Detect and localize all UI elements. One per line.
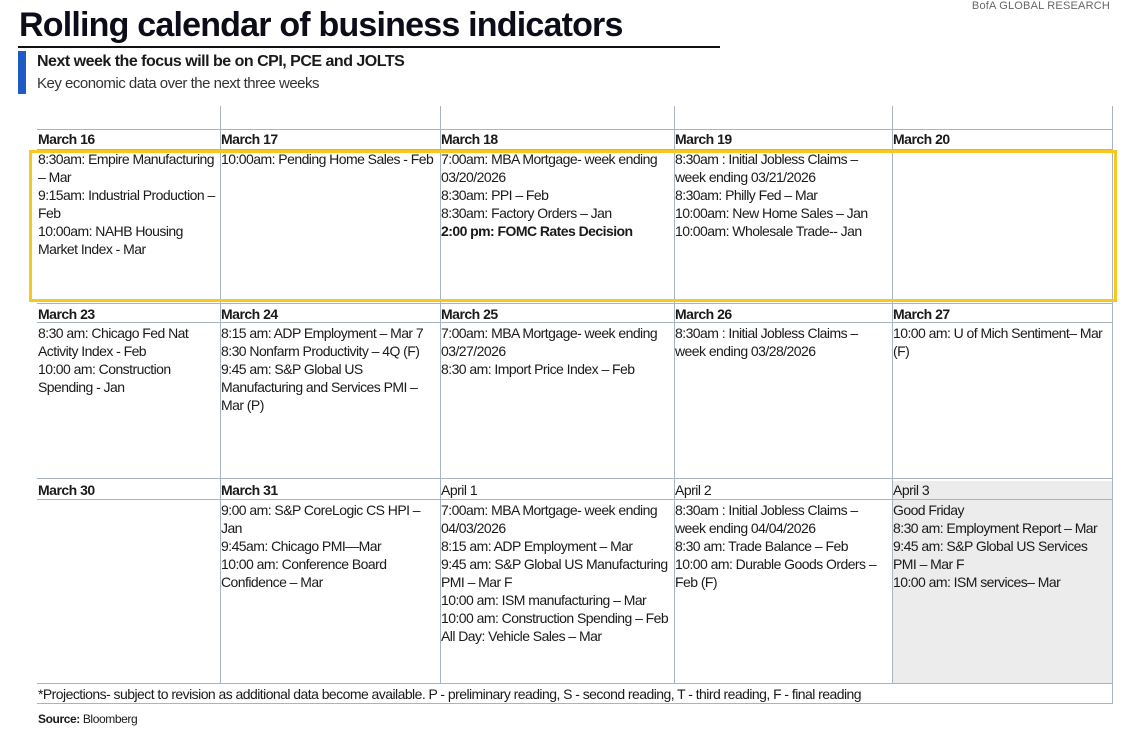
calendar-event: 8:30 am: Chicago Fed Nat Activity Index … xyxy=(38,325,189,359)
calendar-event: Good Friday xyxy=(893,502,965,518)
day-cell: 7:00am: MBA Mortgage- week ending 04/03/… xyxy=(441,501,673,645)
subtitle: Next week the focus will be on CPI, PCE … xyxy=(37,53,405,70)
calendar-event: 9:45 am: S&P Global US Manufacturing and… xyxy=(221,361,418,413)
calendar-event: 9:15am: Industrial Production – Feb xyxy=(38,187,215,221)
calendar-event: 10:00am: New Home Sales – Jan xyxy=(675,205,868,221)
day-label: March 25 xyxy=(441,306,498,322)
grid-line-vertical xyxy=(1112,106,1113,683)
grid-line-vertical xyxy=(220,106,221,683)
day-label: March 27 xyxy=(893,306,950,322)
calendar-event: 9:45 am: S&P Global US Manufacturing PMI… xyxy=(441,556,668,590)
description: Key economic data over the next three we… xyxy=(37,75,320,92)
calendar-event: 8:30 am: Employment Report – Mar xyxy=(893,520,1098,536)
calendar-event: 7:00am: MBA Mortgage- week ending 03/20/… xyxy=(441,151,658,185)
accent-bar xyxy=(18,51,26,94)
calendar-event: 8:30am: Philly Fed – Mar xyxy=(675,187,818,203)
highlighted-event: 2:00 pm: FOMC Rates Decision xyxy=(441,223,633,239)
calendar-event: 10:00am: NAHB Housing Market Index - Mar xyxy=(38,223,183,257)
day-cell: 8:30am : Initial Jobless Claims – week e… xyxy=(675,150,891,240)
day-cell: 7:00am: MBA Mortgage- week ending 03/20/… xyxy=(441,150,673,240)
grid-line-horizontal xyxy=(37,499,1113,500)
calendar-event: 8:30am: PPI – Feb xyxy=(441,187,549,203)
calendar-event: 8:30am: Empire Manufacturing – Mar xyxy=(38,151,215,185)
calendar-event: 8:30am : Initial Jobless Claims – week e… xyxy=(675,502,858,536)
calendar-event: 8:30am : Initial Jobless Claims – week e… xyxy=(675,151,858,185)
footnote: *Projections- subject to revision as add… xyxy=(38,686,862,702)
grid-line-vertical xyxy=(674,106,675,683)
calendar-event: 10:00 am: Construction Spending - Jan xyxy=(38,361,171,395)
day-label: April 3 xyxy=(893,482,930,498)
grid-line-vertical xyxy=(1112,683,1113,703)
grid-line-horizontal xyxy=(37,149,1113,150)
page-title: Rolling calendar of business indicators xyxy=(19,6,623,44)
day-label: April 1 xyxy=(441,482,478,498)
day-label: March 17 xyxy=(221,131,278,147)
calendar-event: 10:00 am: Durable Goods Orders – Feb (F) xyxy=(675,556,877,590)
day-cell: Good Friday 8:30 am: Employment Report – … xyxy=(893,501,1111,591)
grid-line-horizontal xyxy=(37,683,1113,684)
day-cell: 10:00 am: U of Mich Sentiment– Mar (F) xyxy=(893,324,1111,360)
calendar-event: All Day: Vehicle Sales – Mar xyxy=(441,628,602,644)
grid-line-horizontal xyxy=(37,303,1113,304)
calendar-event: 8:30am : Initial Jobless Claims – week e… xyxy=(675,325,858,359)
grid-line-vertical xyxy=(892,106,893,683)
calendar-event: 10:00am: Pending Home Sales - Feb xyxy=(221,151,434,167)
calendar-event: 10:00 am: U of Mich Sentiment– Mar (F) xyxy=(893,325,1103,359)
day-label: March 30 xyxy=(38,482,95,498)
day-label: March 16 xyxy=(38,131,95,147)
day-label: March 18 xyxy=(441,131,498,147)
grid-line-horizontal xyxy=(37,322,1113,323)
day-cell: 10:00am: Pending Home Sales - Feb xyxy=(221,150,439,168)
source-value: Bloomberg xyxy=(82,712,138,726)
day-label: March 24 xyxy=(221,306,278,322)
day-cell: 9:00 am: S&P CoreLogic CS HPI – Jan 9:45a… xyxy=(221,501,439,591)
day-cell: 7:00am: MBA Mortgage- week ending 03/27/… xyxy=(441,324,673,378)
grid-line-horizontal xyxy=(37,129,1113,130)
day-label: April 2 xyxy=(675,482,712,498)
calendar-event: 10:00 am: Conference Board Confidence – … xyxy=(221,556,387,590)
calendar-event: 10:00 am: ISM services– Mar xyxy=(893,574,1061,590)
calendar-event: 8:30 Nonfarm Productivity – 4Q (F) xyxy=(221,343,420,359)
calendar-event: 9:45 am: S&P Global US Services PMI – Ma… xyxy=(893,538,1088,572)
calendar-event: 8:30 am: Trade Balance – Feb xyxy=(675,538,848,554)
day-cell: 8:30am : Initial Jobless Claims – week e… xyxy=(675,501,891,591)
title-divider xyxy=(18,46,720,48)
day-cell: 8:30 am: Chicago Fed Nat Activity Index … xyxy=(38,324,219,396)
day-label: March 26 xyxy=(675,306,732,322)
calendar-event: 8:15 am: ADP Employment – Mar xyxy=(441,538,633,554)
source-note: Source: Bloomberg xyxy=(38,712,138,726)
calendar-event: 10:00am: Wholesale Trade-- Jan xyxy=(675,223,862,239)
holiday-cell-bg xyxy=(893,481,1112,683)
day-cell: 8:30am: Empire Manufacturing – Mar 9:15am… xyxy=(38,150,219,258)
grid-line-vertical xyxy=(440,106,441,683)
calendar-event: 9:45am: Chicago PMI—Mar xyxy=(221,538,382,554)
day-label: March 20 xyxy=(893,131,950,147)
calendar-event: 8:30am: Factory Orders – Jan xyxy=(441,205,612,221)
day-label: March 19 xyxy=(675,131,732,147)
day-label: March 31 xyxy=(221,482,278,498)
calendar-event: 8:15 am: ADP Employment – Mar 7 xyxy=(221,325,424,341)
brand-label: BofA GLOBAL RESEARCH xyxy=(971,0,1110,12)
day-label: March 23 xyxy=(38,306,95,322)
day-cell: 8:15 am: ADP Employment – Mar 7 8:30 Nonf… xyxy=(221,324,439,414)
current-week-highlight xyxy=(29,150,1117,302)
calendar-event: 10:00 am: ISM manufacturing – Mar xyxy=(441,592,647,608)
grid-line-horizontal xyxy=(37,478,1113,479)
calendar-event: 8:30 am: Import Price Index – Feb xyxy=(441,361,635,377)
calendar-event: 9:00 am: S&P CoreLogic CS HPI – Jan xyxy=(221,502,421,536)
grid-line-horizontal xyxy=(37,703,1113,704)
day-cell: 8:30am : Initial Jobless Claims – week e… xyxy=(675,324,891,360)
calendar-event: 7:00am: MBA Mortgage- week ending 04/03/… xyxy=(441,502,658,536)
calendar-event: 10:00 am: Construction Spending – Feb xyxy=(441,610,669,626)
source-label: Source: xyxy=(38,712,80,726)
calendar-event: 7:00am: MBA Mortgage- week ending 03/27/… xyxy=(441,325,658,359)
